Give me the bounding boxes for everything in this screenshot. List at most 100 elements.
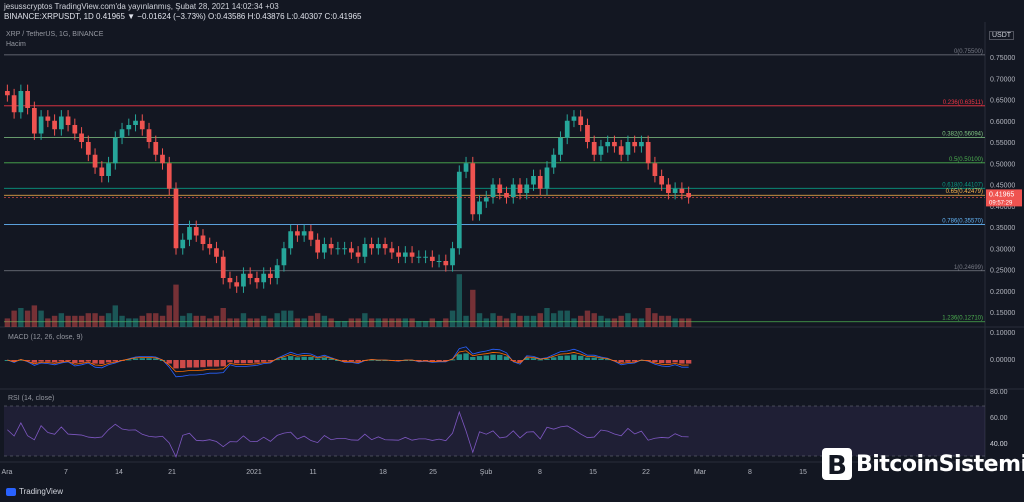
fib-level-label: 0.618(0.44107) — [942, 182, 983, 188]
volume-bar — [564, 310, 570, 327]
volume-bar — [45, 318, 51, 327]
candle — [133, 120, 138, 125]
price-tick-label: 0.35000 — [990, 225, 1015, 232]
volume-bar — [658, 315, 665, 327]
candle — [342, 248, 347, 250]
candle — [281, 248, 287, 266]
macd-histogram-bar — [429, 360, 436, 362]
fib-level-label: 0(0.75500) — [954, 49, 983, 55]
macd-histogram-bar — [207, 360, 213, 367]
volume-bar — [638, 318, 645, 327]
macd-histogram-bar — [483, 355, 489, 360]
macd-histogram-bar — [368, 359, 375, 361]
price-tick-label: 0.70000 — [990, 76, 1015, 83]
macd-histogram-bar — [625, 360, 631, 362]
candle — [335, 248, 341, 250]
candle — [375, 244, 381, 249]
volume-bar — [166, 305, 172, 327]
macd-histogram-bar — [4, 360, 11, 361]
price-tick-label: 0.45000 — [990, 183, 1015, 190]
volume-bar — [625, 313, 631, 327]
rsi-tick-label: 40.00 — [990, 441, 1008, 448]
volume-bar — [260, 315, 267, 327]
candle — [639, 142, 644, 147]
volume-bar — [665, 315, 672, 327]
macd-histogram-bar — [153, 358, 159, 360]
macd-histogram-bar — [294, 357, 301, 360]
candle — [85, 142, 91, 155]
macd-histogram-bar — [328, 358, 334, 360]
volume-bar — [382, 318, 388, 327]
candle — [551, 154, 557, 168]
fib-level-label: 0.65(0.42479) — [946, 189, 983, 195]
candle — [261, 273, 267, 283]
macd-histogram-bar — [598, 358, 604, 360]
x-tick-label: 15 — [799, 469, 807, 476]
macd-histogram-bar — [665, 360, 672, 364]
volume-bar — [126, 318, 132, 327]
candle — [382, 244, 388, 249]
volume-bar — [314, 313, 321, 327]
candle — [456, 171, 462, 249]
candle — [558, 137, 563, 155]
candle — [254, 278, 260, 283]
tradingview-footer[interactable]: TradingView — [6, 487, 63, 496]
macd-tick-label: 0.10000 — [990, 330, 1015, 337]
macd-histogram-bar — [78, 360, 85, 363]
fib-level-label: 1(0.24699) — [954, 265, 983, 271]
volume-bar — [672, 318, 678, 327]
volume-bar — [267, 318, 274, 327]
svg-text:B: B — [827, 451, 847, 481]
countdown-label: 09:57:29 — [989, 200, 1013, 206]
macd-histogram-bar — [126, 359, 132, 361]
volume-bar — [132, 318, 139, 327]
volume-bar — [65, 315, 71, 327]
candle — [652, 163, 658, 176]
macd-histogram-bar — [186, 360, 193, 368]
volume-bar — [11, 310, 17, 327]
volume-bar — [645, 308, 651, 327]
price-tick-label: 0.75000 — [990, 55, 1015, 62]
fib-level-label: 0.786(0.35570) — [942, 219, 983, 225]
macd-histogram-bar — [227, 360, 233, 363]
candle — [173, 188, 179, 249]
candle — [591, 142, 597, 155]
macd-histogram-bar — [99, 360, 105, 364]
macd-histogram-bar — [31, 360, 38, 363]
candle — [490, 184, 496, 198]
x-tick-label: Mar — [694, 469, 707, 476]
volume-bar — [220, 308, 226, 327]
macd-histogram-bar — [510, 360, 516, 361]
volume-bar — [571, 318, 577, 327]
rsi-line — [7, 410, 689, 458]
macd-histogram-bar — [65, 360, 71, 361]
volume-bar — [530, 315, 537, 327]
candle — [585, 125, 590, 142]
candle — [65, 116, 71, 125]
currency-badge[interactable]: USDT — [989, 31, 1015, 40]
macd-histogram-bar — [18, 359, 24, 361]
volume-bar — [159, 315, 166, 327]
volume-bar — [31, 305, 38, 327]
volume-bar — [355, 318, 361, 327]
price-tick-label: 0.50000 — [990, 161, 1015, 168]
chart-header: jesusscryptos TradingView.com'da yayınla… — [4, 2, 361, 22]
macd-histogram-bar — [375, 360, 382, 361]
candle — [578, 116, 584, 125]
rsi-tick-label: 60.00 — [990, 415, 1008, 422]
ticker-line: BINANCE:XRPUSDT, 1D 0.41965 ▼ −0.01624 (… — [4, 12, 362, 21]
candle — [328, 244, 334, 249]
candle — [160, 154, 165, 164]
candle — [625, 142, 631, 155]
volume-bar — [4, 318, 11, 327]
volume-bar — [544, 308, 550, 327]
macd-histogram-bar — [321, 357, 328, 360]
macd-histogram-bar — [213, 360, 220, 367]
candle — [11, 95, 17, 113]
volume-bar — [139, 315, 145, 327]
candle — [537, 176, 543, 189]
volume-bar — [368, 318, 375, 327]
candle — [234, 282, 240, 287]
macd-histogram-bar — [591, 357, 597, 360]
